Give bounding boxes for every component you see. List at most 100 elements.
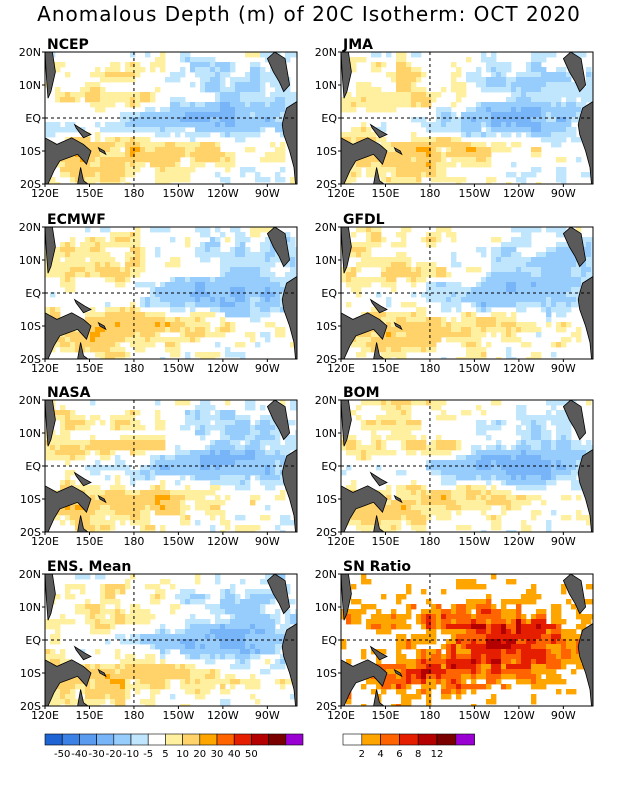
heatmap-cell — [185, 455, 191, 461]
heatmap-cell — [295, 92, 297, 98]
heatmap-cell — [546, 117, 552, 123]
heatmap-cell — [351, 132, 357, 138]
x-tick-label: 90W — [255, 535, 280, 548]
heatmap-cell — [205, 57, 211, 63]
heatmap-cell — [95, 342, 101, 348]
heatmap-cell — [235, 435, 241, 441]
heatmap-cell — [245, 400, 251, 406]
heatmap-cell — [130, 272, 136, 278]
heatmap-cell — [175, 470, 181, 476]
heatmap-cell — [85, 262, 91, 268]
heatmap-cell — [586, 87, 592, 93]
heatmap-cell — [70, 267, 76, 273]
heatmap-cell — [526, 267, 532, 273]
heatmap-cell — [225, 302, 231, 308]
heatmap-cell — [411, 450, 417, 456]
heatmap-cell — [220, 415, 226, 421]
heatmap-cell — [180, 307, 186, 313]
heatmap-cell — [135, 342, 141, 348]
heatmap-cell — [456, 485, 462, 491]
heatmap-cell — [371, 525, 377, 531]
heatmap-cell — [466, 312, 472, 318]
heatmap-cell — [381, 282, 387, 288]
heatmap-cell — [371, 440, 377, 446]
heatmap-cell — [516, 77, 522, 83]
heatmap-cell — [566, 425, 572, 431]
heatmap-cell — [571, 475, 577, 481]
heatmap-cell — [255, 227, 261, 233]
heatmap-cell — [421, 332, 427, 338]
heatmap-cell — [466, 162, 472, 168]
heatmap-cell — [185, 352, 191, 358]
heatmap-cell — [396, 525, 402, 531]
heatmap-cell — [536, 485, 542, 491]
heatmap-cell — [441, 117, 447, 123]
heatmap-cell — [165, 297, 171, 303]
heatmap-cell — [80, 172, 86, 178]
heatmap-cell — [160, 302, 166, 308]
heatmap-cell — [270, 92, 276, 98]
heatmap-cell — [536, 435, 542, 441]
heatmap-cell — [521, 227, 527, 233]
heatmap-cell — [110, 440, 116, 446]
heatmap-cell — [265, 425, 271, 431]
heatmap-cell — [95, 500, 101, 506]
heatmap-cell — [486, 122, 492, 128]
heatmap-cell — [391, 107, 397, 113]
heatmap-cell — [406, 485, 412, 491]
heatmap-cell — [571, 455, 577, 461]
heatmap-cell — [351, 445, 357, 451]
heatmap-cell — [441, 297, 447, 303]
heatmap-cell — [225, 410, 231, 416]
heatmap-cell — [90, 157, 96, 163]
heatmap-cell — [200, 257, 206, 263]
heatmap-cell — [170, 157, 176, 163]
heatmap-cell — [265, 262, 271, 268]
heatmap-cell — [125, 515, 131, 521]
heatmap-cell — [195, 112, 201, 118]
land-mass — [45, 312, 92, 359]
heatmap-cell — [250, 297, 256, 303]
heatmap-cell — [140, 465, 146, 471]
heatmap-cell — [406, 102, 412, 108]
heatmap-cell — [95, 267, 101, 273]
heatmap-cell — [285, 102, 291, 108]
heatmap-cell — [451, 460, 457, 466]
heatmap-cell — [150, 445, 156, 451]
heatmap-cell — [200, 277, 206, 283]
heatmap-cell — [125, 162, 131, 168]
heatmap-cell — [90, 470, 96, 476]
heatmap-cell — [411, 347, 417, 353]
heatmap-cell — [55, 415, 61, 421]
heatmap-cell — [100, 242, 106, 248]
heatmap-cell — [185, 107, 191, 113]
heatmap-cell — [120, 72, 126, 78]
heatmap-cell — [476, 500, 482, 506]
heatmap-cell — [366, 127, 372, 133]
heatmap-cell — [456, 67, 462, 73]
heatmap-cell — [441, 327, 447, 333]
heatmap-cell — [381, 257, 387, 263]
heatmap-cell — [250, 102, 256, 108]
heatmap-cell — [280, 530, 286, 532]
heatmap-cell — [381, 267, 387, 273]
heatmap-cell — [546, 475, 552, 481]
heatmap-cell — [145, 510, 151, 516]
heatmap-cell — [536, 297, 542, 303]
heatmap-cell — [170, 162, 176, 168]
heatmap-cell — [145, 322, 151, 328]
heatmap-cell — [401, 62, 407, 68]
heatmap-cell — [45, 450, 51, 456]
heatmap-cell — [155, 415, 161, 421]
heatmap-cell — [396, 92, 402, 98]
heatmap-cell — [130, 322, 136, 328]
heatmap-cell — [481, 157, 487, 163]
heatmap-cell — [411, 142, 417, 148]
heatmap-cell — [446, 147, 452, 153]
heatmap-cell — [160, 112, 166, 118]
heatmap-cell — [255, 172, 261, 178]
heatmap-cell — [210, 500, 216, 506]
heatmap-cell — [576, 157, 582, 163]
heatmap-cell — [150, 112, 156, 118]
heatmap-cell — [546, 127, 552, 133]
